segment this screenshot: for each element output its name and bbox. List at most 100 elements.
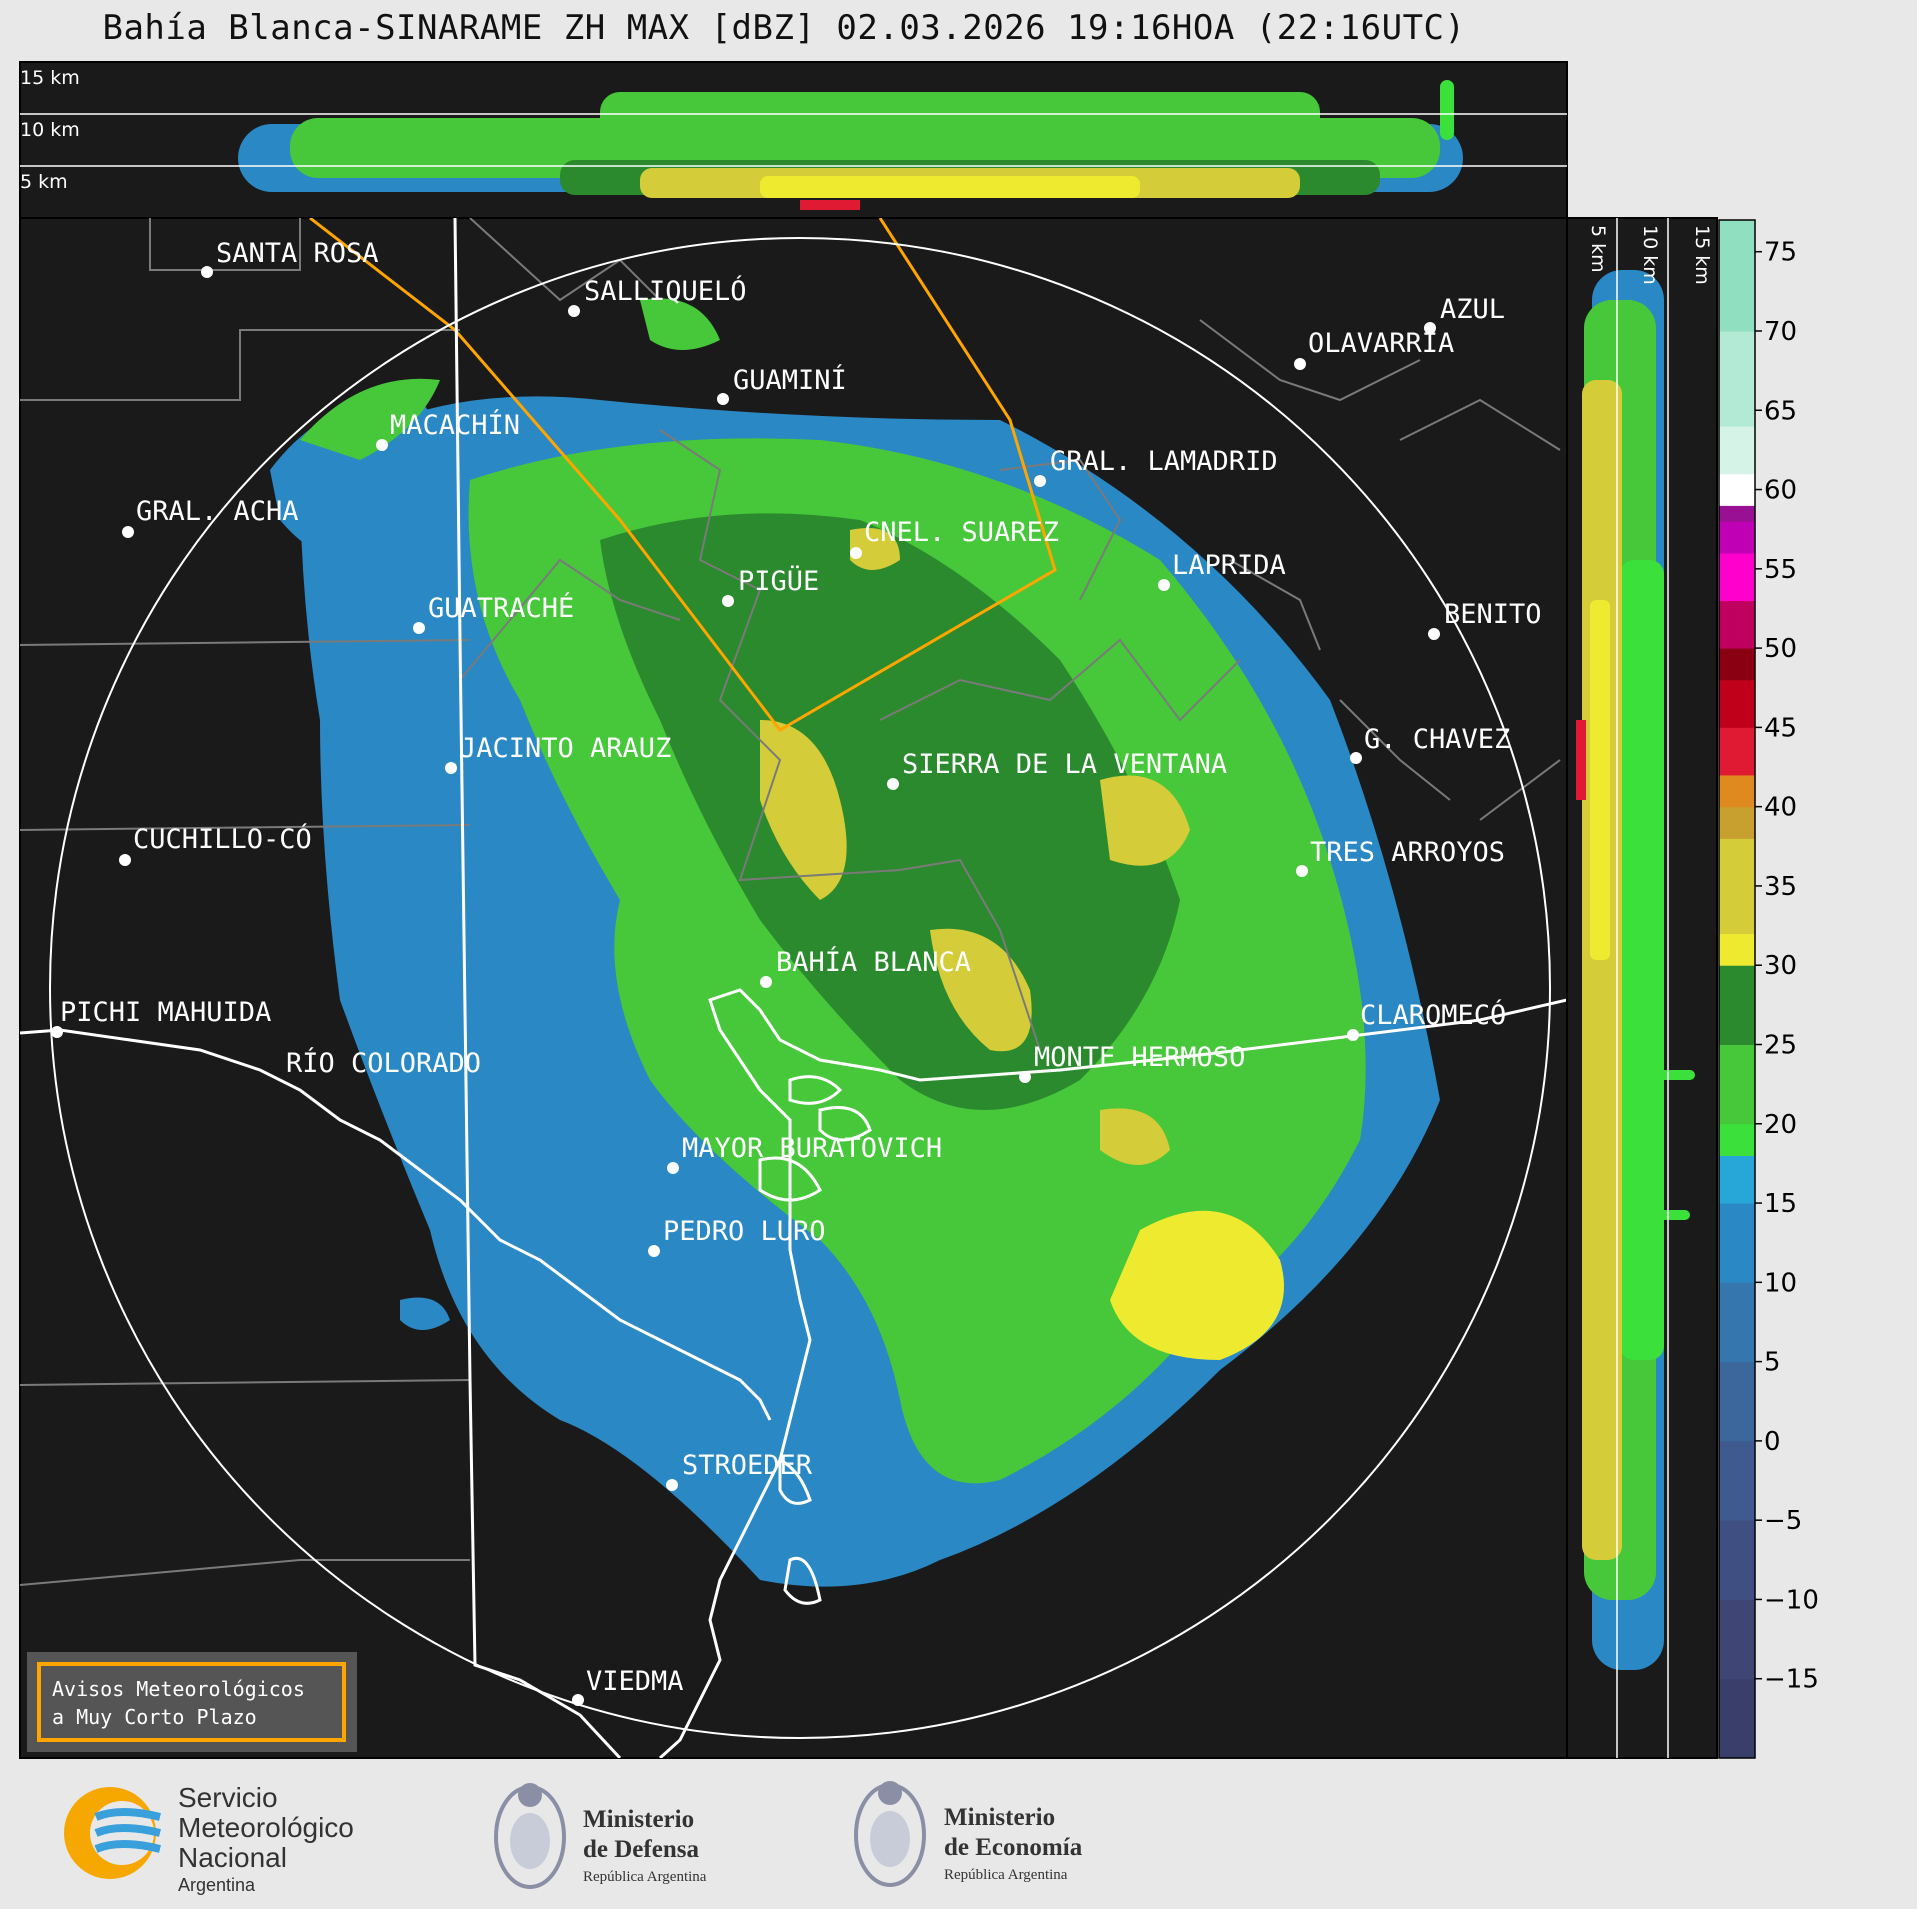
top-cross-section: 15 km 10 km 5 km [19, 61, 1568, 219]
smn-line: Meteorológico [178, 1812, 354, 1843]
colorbar-tick-label: 55 [1764, 555, 1797, 585]
colorbar-band [1719, 1678, 1755, 1759]
city-label: CLAROMECÓ [1360, 999, 1506, 1031]
city-label: CUCHILLO-CÓ [133, 823, 312, 855]
range-ring [49, 237, 1551, 1739]
city-label: CNEL. SUAREZ [864, 517, 1059, 548]
side-height-label: 5 km [1587, 225, 1609, 273]
city-dot [1296, 865, 1308, 877]
city-dot [1294, 358, 1306, 370]
aviso-box: Avisos Meteorológicos a Muy Corto Plazo [27, 1652, 357, 1752]
department-borders [20, 218, 1561, 1586]
city-label: MACACHÍN [390, 409, 520, 441]
colorbar-tick-label: 25 [1764, 1030, 1797, 1060]
city-label: MAYOR BURATOVICH [682, 1133, 942, 1164]
colorbar-band [1719, 1155, 1755, 1204]
colorbar-band [1719, 679, 1755, 728]
colorbar-tick-label: 70 [1764, 317, 1797, 347]
colorbar-tick-label: 40 [1764, 793, 1797, 823]
defensa-line: República Argentina [583, 1869, 707, 1885]
city-dot [1424, 322, 1436, 334]
colorbar-band [1719, 1203, 1755, 1283]
city-label: SANTA ROSA [216, 238, 379, 269]
footer-logos: Servicio Meteorológico Nacional Argentin… [64, 1781, 1083, 1895]
city-dot [572, 1694, 584, 1706]
top-height-label: 10 km [20, 119, 80, 141]
city-label: MONTE HERMOSO [1034, 1042, 1245, 1073]
smn-line: Nacional [178, 1842, 287, 1873]
city-label: PIGÜE [738, 565, 819, 597]
colorbar-tick-label: 75 [1764, 238, 1797, 268]
colorbar-band [1719, 473, 1755, 506]
economia-line: de Economía [944, 1834, 1083, 1861]
city-dot [667, 1162, 679, 1174]
colorbar-tick-label: −10 [1764, 1585, 1819, 1615]
city-dot [722, 595, 734, 607]
defensa-line: Ministerio [583, 1806, 694, 1833]
colorbar-band [1719, 727, 1755, 776]
city-dot [850, 547, 862, 559]
city-dot [568, 305, 580, 317]
colorbar-band [1719, 1361, 1755, 1442]
colorbar-band [1719, 600, 1755, 649]
city-label: PICHI MAHUIDA [60, 997, 271, 1028]
city-label: AZUL [1440, 294, 1505, 325]
city-label: SIERRA DE LA VENTANA [902, 749, 1227, 780]
economia-line: Ministerio [944, 1804, 1055, 1831]
smn-line: Argentina [178, 1875, 256, 1895]
colorbar-band [1719, 330, 1755, 427]
city-label: GUAMINÍ [733, 364, 847, 396]
map-title: Bahía Blanca-SINARAME ZH MAX [dBZ] 02.03… [102, 8, 1466, 48]
side-cross-section: 5 km 10 km 15 km [1566, 217, 1718, 1759]
economia-logo: Ministerio de Economía República Argenti… [854, 1781, 1083, 1887]
colorbar-band [1719, 521, 1755, 554]
colorbar-band [1719, 1123, 1755, 1156]
city-label: OLAVARRÍA [1308, 327, 1454, 359]
colorbar-tick-label: 45 [1764, 713, 1797, 743]
city-label: BAHÍA BLANCA [776, 946, 971, 978]
colorbar-tick-label: −5 [1764, 1506, 1802, 1536]
city-dot [1019, 1071, 1031, 1083]
colorbar-band [1719, 806, 1755, 839]
city-label: STROEDER [682, 1450, 813, 1481]
city-label: VIEDMA [586, 1666, 684, 1697]
city-dot [1347, 1029, 1359, 1041]
colorbar-band [1719, 1599, 1755, 1680]
colorbar-tick-label: 0 [1764, 1427, 1781, 1457]
city-dot [1428, 628, 1440, 640]
city-dot [666, 1479, 678, 1491]
city-label: GRAL. LAMADRID [1050, 446, 1278, 477]
colorbar-tick-label: 10 [1764, 1268, 1797, 1298]
city-dot [887, 778, 899, 790]
colorado-river [20, 1028, 772, 1421]
city-dot [445, 762, 457, 774]
coastline [658, 988, 1567, 1758]
city-dot [119, 854, 131, 866]
city-label: SALLIQUELÓ [584, 275, 747, 307]
smn-line: Servicio [178, 1782, 278, 1813]
colorbar-band [1719, 774, 1755, 808]
colorbar-band [1719, 1044, 1755, 1125]
side-height-label: 15 km [1691, 225, 1713, 285]
colorbar-tick-label: 5 [1764, 1348, 1781, 1378]
city-dot [413, 622, 425, 634]
colorbar-band [1719, 505, 1755, 522]
city-label: GRAL. ACHA [136, 496, 299, 527]
city-label: LAPRIDA [1172, 550, 1286, 581]
defensa-logo: Ministerio de Defensa República Argentin… [494, 1783, 707, 1889]
colorbar-band [1719, 648, 1755, 681]
smn-logo: Servicio Meteorológico Nacional Argentin… [64, 1782, 354, 1895]
top-height-label: 5 km [20, 171, 68, 193]
city-label: GUATRACHÉ [428, 592, 574, 624]
city-dot [717, 393, 729, 405]
city-label: JACINTO ARAUZ [460, 733, 671, 764]
city-label: PEDRO LURO [663, 1216, 826, 1247]
economia-line: República Argentina [944, 1867, 1068, 1883]
aviso-line: Avisos Meteorológicos [52, 1677, 305, 1701]
city-label: RÍO COLORADO [286, 1047, 481, 1079]
city-dot [376, 439, 388, 451]
